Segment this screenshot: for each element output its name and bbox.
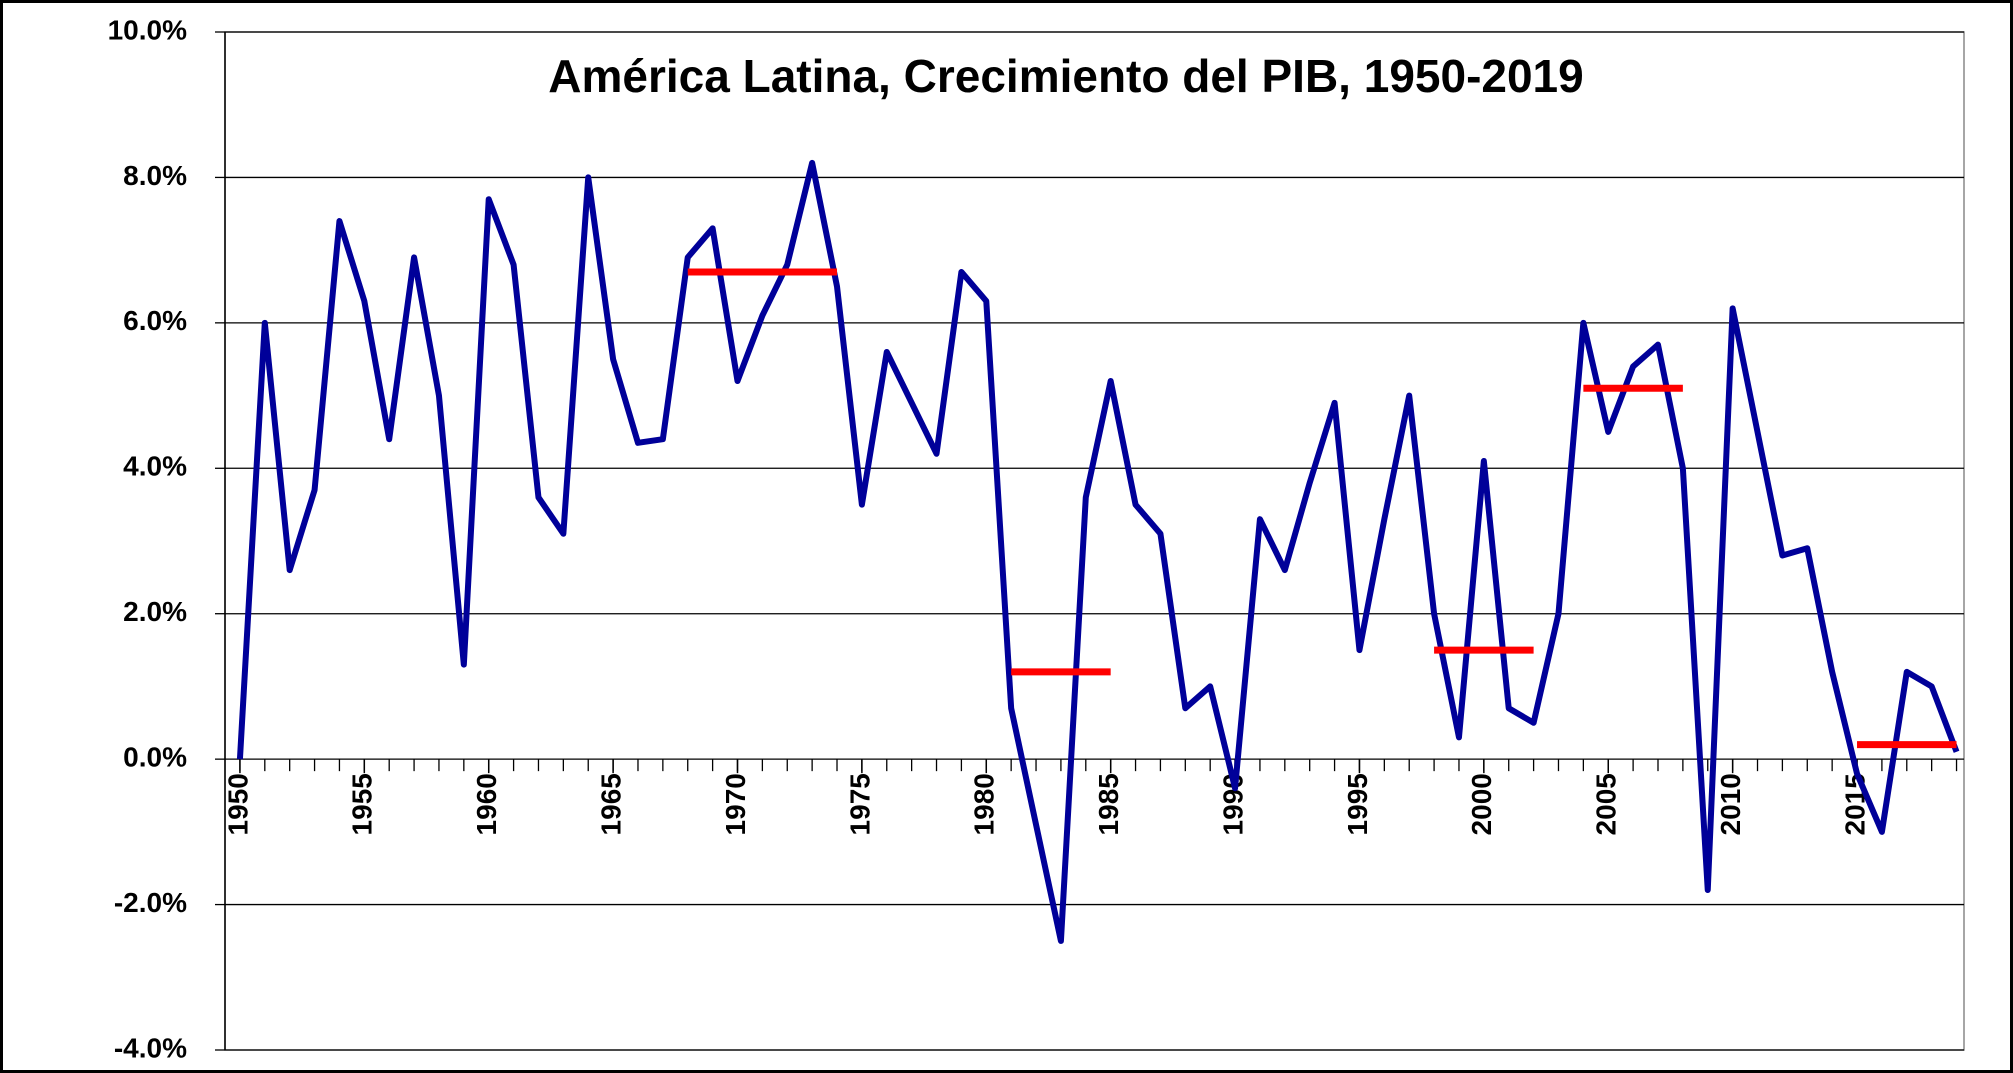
y-tick-label: 8.0% — [123, 160, 187, 191]
y-tick-label: 6.0% — [123, 305, 187, 336]
x-tick-label: 2000 — [1466, 773, 1497, 835]
x-tick-label: 1995 — [1342, 773, 1373, 835]
y-tick-label: -2.0% — [114, 887, 187, 918]
x-tick-label: 2010 — [1715, 773, 1746, 835]
x-tick-label: 1985 — [1093, 773, 1124, 835]
line-series — [236, 159, 1960, 944]
y-tick-label: -4.0% — [114, 1032, 187, 1063]
y-tick-label: 0.0% — [123, 742, 187, 773]
y-tick-label: 4.0% — [123, 451, 187, 482]
chart-title: América Latina, Crecimiento del PIB, 195… — [548, 50, 1583, 102]
x-tick-label: 1955 — [347, 773, 378, 835]
x-tick-label: 1970 — [720, 773, 751, 835]
y-tick-label: 10.0% — [108, 14, 187, 45]
x-tick-label: 1980 — [969, 773, 1000, 835]
x-tick-label: 1950 — [222, 773, 253, 835]
y-tick-label: 2.0% — [123, 596, 187, 627]
x-tick-label: 2015 — [1839, 773, 1870, 835]
x-tick-label: 1975 — [844, 773, 875, 835]
x-tick-label: 1960 — [471, 773, 502, 835]
x-tick-label: 1965 — [595, 773, 626, 835]
x-tick-label: 2005 — [1591, 773, 1622, 835]
